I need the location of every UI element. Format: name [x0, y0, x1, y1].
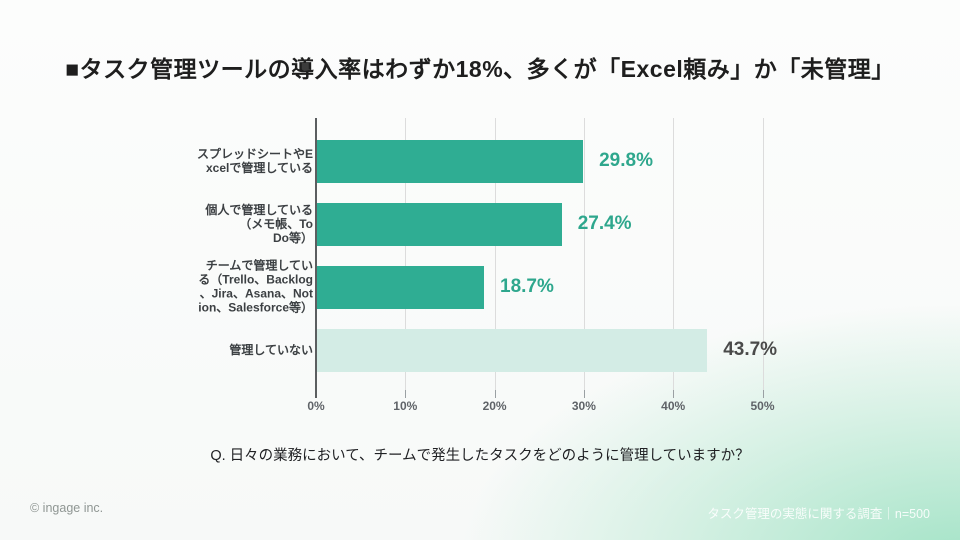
axis-tick-30 — [583, 390, 585, 398]
x-tick-label: 0% — [307, 399, 325, 413]
category-label: チームで管理してい る（Trello、Backlog 、Jira、Asana、N… — [198, 258, 313, 316]
gridline-30 — [583, 118, 585, 390]
bar-row-team-tools: チームで管理してい る（Trello、Backlog 、Jira、Asana、N… — [198, 259, 791, 329]
gridline-20 — [494, 118, 496, 390]
bar-personal — [317, 203, 562, 246]
x-tick-label: 50% — [750, 399, 775, 413]
survey-question: Q. 日々の業務において、チームで発生したタスクをどのように管理していますか？ — [210, 448, 750, 464]
value-label: 29.8% — [599, 150, 653, 171]
axis-tick-20 — [494, 390, 496, 398]
x-tick-label: 20% — [482, 399, 507, 413]
category-label: 個人で管理している （メモ帳、To Do等） — [205, 202, 313, 246]
bar-chart: 0% 10% 20% 30% 40% 50% スプレッドシートやE xcelで管… — [197, 118, 791, 413]
value-label: 43.7% — [723, 339, 778, 360]
gridline-40 — [673, 118, 675, 390]
value-label: 18.7% — [500, 276, 554, 297]
bar-row-personal: 個人で管理している （メモ帳、To Do等） 27.4% — [205, 203, 791, 266]
bar-rows: スプレッドシートやE xcelで管理している 29.8% 個人で管理している （… — [197, 140, 791, 392]
slide-title: ■タスク管理ツールの導入率はわずか18%、多くが「Excel頼み」か「未管理」 — [65, 56, 895, 82]
bar-row-unmanaged: 管理していない 43.7% — [229, 329, 791, 392]
value-label: 27.4% — [577, 213, 632, 234]
bar-unmanaged — [317, 329, 708, 372]
footer-survey-source: タスク管理の実態に関する調査｜n=500 — [707, 507, 930, 521]
axis-tick-0 — [315, 390, 317, 398]
bar-row-spreadsheet: スプレッドシートやE xcelで管理している 29.8% — [197, 140, 791, 203]
gridline-10 — [405, 118, 407, 390]
gridline-50 — [762, 118, 764, 390]
bar-spreadsheet — [317, 140, 584, 183]
x-tick-label: 30% — [571, 399, 596, 413]
axis-tick-10 — [405, 390, 407, 398]
axis-tick-50 — [762, 390, 764, 398]
axis-line — [315, 118, 317, 390]
x-tick-label: 10% — [393, 399, 418, 413]
axis-tick-40 — [673, 390, 675, 398]
footer-copyright: © ingage inc. — [30, 501, 104, 515]
bar-team-tools — [317, 266, 484, 309]
category-label: 管理していない — [229, 342, 313, 357]
x-tick-label: 40% — [661, 399, 686, 413]
category-label: スプレッドシートやE xcelで管理している — [196, 146, 313, 175]
